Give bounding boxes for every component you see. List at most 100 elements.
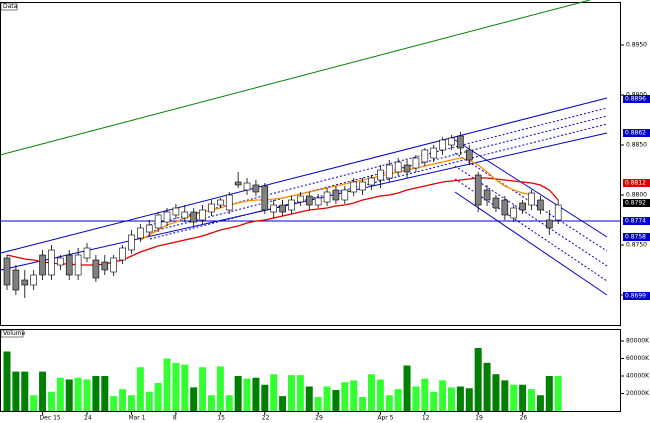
- y-tick-label: 60000K: [626, 355, 650, 362]
- y-tick-label: 0.8850: [626, 142, 647, 149]
- candle-body: [110, 257, 117, 273]
- candle-body: [528, 192, 535, 206]
- candle-body: [457, 135, 464, 149]
- volume-bar: [536, 395, 544, 411]
- x-tick-label: 12: [422, 415, 430, 422]
- volume-bar: [47, 391, 55, 411]
- volume-bar: [92, 376, 100, 411]
- candle-body: [208, 203, 215, 213]
- volume-bar: [163, 358, 171, 411]
- volume-bar: [287, 375, 295, 411]
- candle-body: [474, 174, 482, 206]
- volume-bar: [243, 378, 251, 411]
- price-marker-label: 0.8896: [625, 96, 646, 103]
- volume-bar: [332, 390, 340, 411]
- channel-line: [0, 97, 608, 254]
- candle-body: [350, 181, 358, 193]
- x-tick-label: Dec 15: [40, 415, 61, 422]
- candle-body: [92, 259, 100, 279]
- candle-body: [448, 137, 455, 146]
- candle-body: [163, 211, 171, 223]
- volume-bar: [439, 380, 447, 411]
- channel-dotted: [149, 115, 608, 233]
- price-marker-box: [623, 292, 650, 300]
- volume-bar: [279, 396, 287, 411]
- candle-body: [288, 199, 295, 211]
- candle-body: [199, 209, 206, 221]
- candle-body: [145, 224, 153, 233]
- volume-bar: [430, 391, 438, 411]
- y-tick-label: 20000K: [626, 390, 650, 397]
- x-tick-label: 26: [520, 415, 528, 422]
- volume-bar: [234, 376, 242, 411]
- volume-bar: [492, 374, 500, 411]
- candle-body: [172, 207, 180, 216]
- volume-bar: [172, 362, 180, 411]
- candle-body: [359, 181, 366, 191]
- volume-bar: [367, 374, 375, 411]
- channel-dotted: [149, 107, 608, 226]
- green-trend-line: [0, 0, 591, 156]
- down-channel-line: [454, 191, 608, 296]
- volume-bar: [145, 391, 153, 411]
- price-marker-label: 0.8862: [625, 130, 646, 137]
- volume-bar: [323, 386, 331, 411]
- volume-panel: [0, 329, 621, 412]
- trend-lines: [0, 0, 620, 296]
- candle-body: [65, 254, 73, 276]
- volume-bar: [199, 367, 207, 411]
- volume-bar: [296, 375, 304, 411]
- volume-bar: [483, 362, 491, 411]
- channel-line: [0, 132, 608, 271]
- candle-body: [323, 191, 331, 203]
- price-marker-box: [623, 95, 650, 103]
- y-tick-label: 40000K: [626, 373, 650, 380]
- candle-body: [21, 279, 29, 286]
- volume-bar: [83, 379, 91, 411]
- volume-bar: [30, 395, 38, 411]
- price-marker-label: 0.8699: [625, 293, 646, 300]
- volume-bar: [119, 389, 127, 411]
- candle-body: [270, 204, 278, 213]
- candle-body: [261, 185, 269, 211]
- y-tick-label: 0.8950: [626, 42, 647, 49]
- volume-bar: [403, 365, 411, 411]
- candle-body: [519, 202, 526, 211]
- candle-body: [190, 211, 197, 223]
- volume-panel-title: Volume: [3, 330, 26, 337]
- candle-body: [377, 169, 384, 181]
- volume-bar: [270, 374, 278, 411]
- volume-bar: [305, 386, 313, 411]
- candle-body: [305, 195, 313, 206]
- volume-bar: [225, 395, 233, 411]
- candle-body: [314, 197, 322, 206]
- candle-body: [465, 149, 473, 161]
- price-marker-box: [623, 129, 650, 137]
- volume-bar: [448, 387, 455, 411]
- candle-body: [12, 269, 20, 291]
- volume-bar: [412, 386, 420, 411]
- price-marker-label: 0.8812: [625, 180, 646, 187]
- down-channel-line: [454, 139, 608, 238]
- volume-bar: [12, 371, 20, 411]
- volume-bar: [136, 367, 144, 411]
- candle-body: [3, 257, 11, 286]
- volume-bar: [110, 396, 118, 411]
- x-tick-label: 8: [173, 415, 177, 422]
- volume-bar: [261, 384, 269, 411]
- candle-body: [403, 164, 411, 173]
- price-marker-box: [623, 199, 650, 207]
- volume-bar: [154, 383, 162, 411]
- x-tick-label: 19: [475, 415, 483, 422]
- volume-bar: [181, 364, 189, 411]
- volume-bar: [3, 351, 11, 411]
- candle-body: [430, 147, 438, 159]
- volume-bar: [554, 376, 562, 411]
- candle-body: [57, 257, 64, 266]
- candle-body: [83, 247, 91, 259]
- volume-bar: [21, 371, 29, 411]
- candle-body: [341, 189, 349, 201]
- volume-bar: [56, 377, 64, 411]
- title-box: [0, 329, 24, 338]
